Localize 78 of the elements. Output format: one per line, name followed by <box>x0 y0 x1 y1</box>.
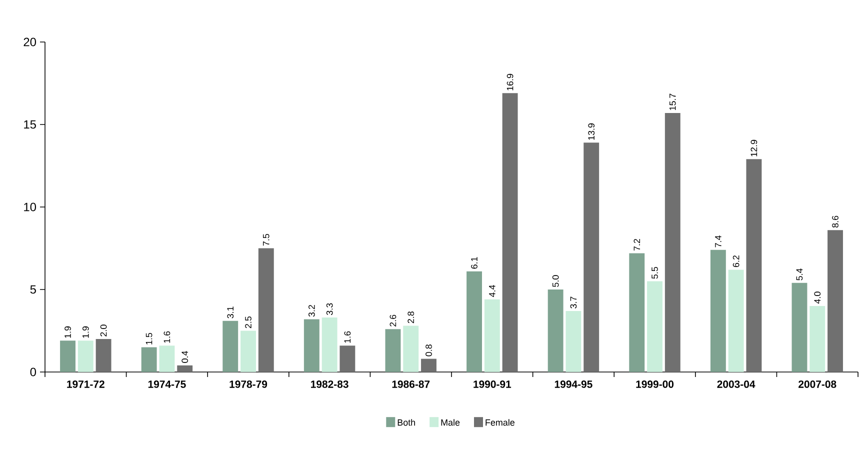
y-tick-label: 5 <box>30 285 36 294</box>
data-label: 1.9 <box>64 326 71 338</box>
bar <box>629 253 645 372</box>
data-label: 12.9 <box>750 140 758 156</box>
y-tick-label: 0 <box>30 368 36 376</box>
bar <box>385 329 401 372</box>
data-label: 16.9 <box>506 74 514 90</box>
x-tick-label: 1990-91 <box>474 380 512 388</box>
bar <box>322 318 338 372</box>
bar <box>728 270 744 372</box>
x-tick-label: 1971-72 <box>67 380 104 388</box>
bar <box>647 281 662 372</box>
bar <box>177 365 193 372</box>
data-label: 1.6 <box>344 331 351 343</box>
bar <box>141 347 157 372</box>
data-label: 3.7 <box>570 296 577 308</box>
bar <box>240 330 256 372</box>
bar <box>159 346 175 372</box>
bar <box>792 282 808 372</box>
x-tick-label: 1999-00 <box>636 380 674 388</box>
data-label: 4.4 <box>489 285 496 297</box>
bar <box>502 93 518 372</box>
data-label: 4.0 <box>814 292 821 304</box>
data-label: 2.5 <box>245 316 252 328</box>
data-label: 7.4 <box>715 236 722 248</box>
data-label: 0.8 <box>426 344 432 356</box>
data-label: 3.1 <box>227 306 234 318</box>
data-label: 2.6 <box>390 314 396 326</box>
y-tick-label: 15 <box>24 120 36 129</box>
bar <box>466 271 482 372</box>
bar <box>810 306 826 372</box>
bar <box>710 250 726 372</box>
data-label: 0.4 <box>182 351 188 363</box>
data-label: 7.2 <box>634 238 640 251</box>
bar <box>304 319 320 372</box>
bar <box>421 358 436 372</box>
bar <box>403 326 419 372</box>
bar <box>258 248 274 372</box>
bar <box>566 310 582 372</box>
data-label: 8.6 <box>832 216 838 228</box>
bar <box>746 159 762 372</box>
data-label: 1.5 <box>146 332 152 344</box>
data-label: 6.2 <box>732 255 740 268</box>
x-tick-label: 1982-83 <box>311 380 348 388</box>
x-tick-label: 1986-87 <box>392 380 430 388</box>
bar <box>78 340 94 372</box>
data-label: 5.4 <box>796 268 803 280</box>
legend-label: Female <box>486 419 514 426</box>
bar <box>828 230 843 372</box>
x-tick-label: 2003-04 <box>717 380 756 388</box>
data-label: 3.2 <box>308 304 315 317</box>
data-label: 3.3 <box>326 303 333 316</box>
data-label: 2.0 <box>100 324 107 336</box>
bar <box>664 112 680 372</box>
bar <box>340 346 356 372</box>
data-label: 13.9 <box>588 123 595 140</box>
bar <box>584 142 600 372</box>
bar <box>484 299 500 372</box>
bar <box>222 320 238 372</box>
data-label: 15.7 <box>670 94 676 110</box>
legend-label: Both <box>398 419 415 426</box>
data-label: 5.0 <box>552 275 559 287</box>
x-tick-label: 2007-08 <box>798 380 836 388</box>
y-tick-label: 10 <box>24 202 36 212</box>
x-tick-label: 1978-79 <box>230 380 268 388</box>
data-label: 6.1 <box>471 257 478 269</box>
x-tick-label: 1974-75 <box>148 380 186 388</box>
data-label: 7.5 <box>263 234 270 246</box>
x-tick-label: 1994-95 <box>554 380 592 388</box>
legend-label: Male <box>441 419 460 426</box>
bar <box>548 290 564 372</box>
data-label: 1.6 <box>164 331 170 343</box>
bar <box>96 339 112 372</box>
bar <box>60 340 76 372</box>
data-label: 1.9 <box>82 326 89 338</box>
data-label: 2.8 <box>408 312 414 324</box>
data-label: 5.5 <box>652 266 658 279</box>
y-tick-label: 20 <box>24 38 36 46</box>
